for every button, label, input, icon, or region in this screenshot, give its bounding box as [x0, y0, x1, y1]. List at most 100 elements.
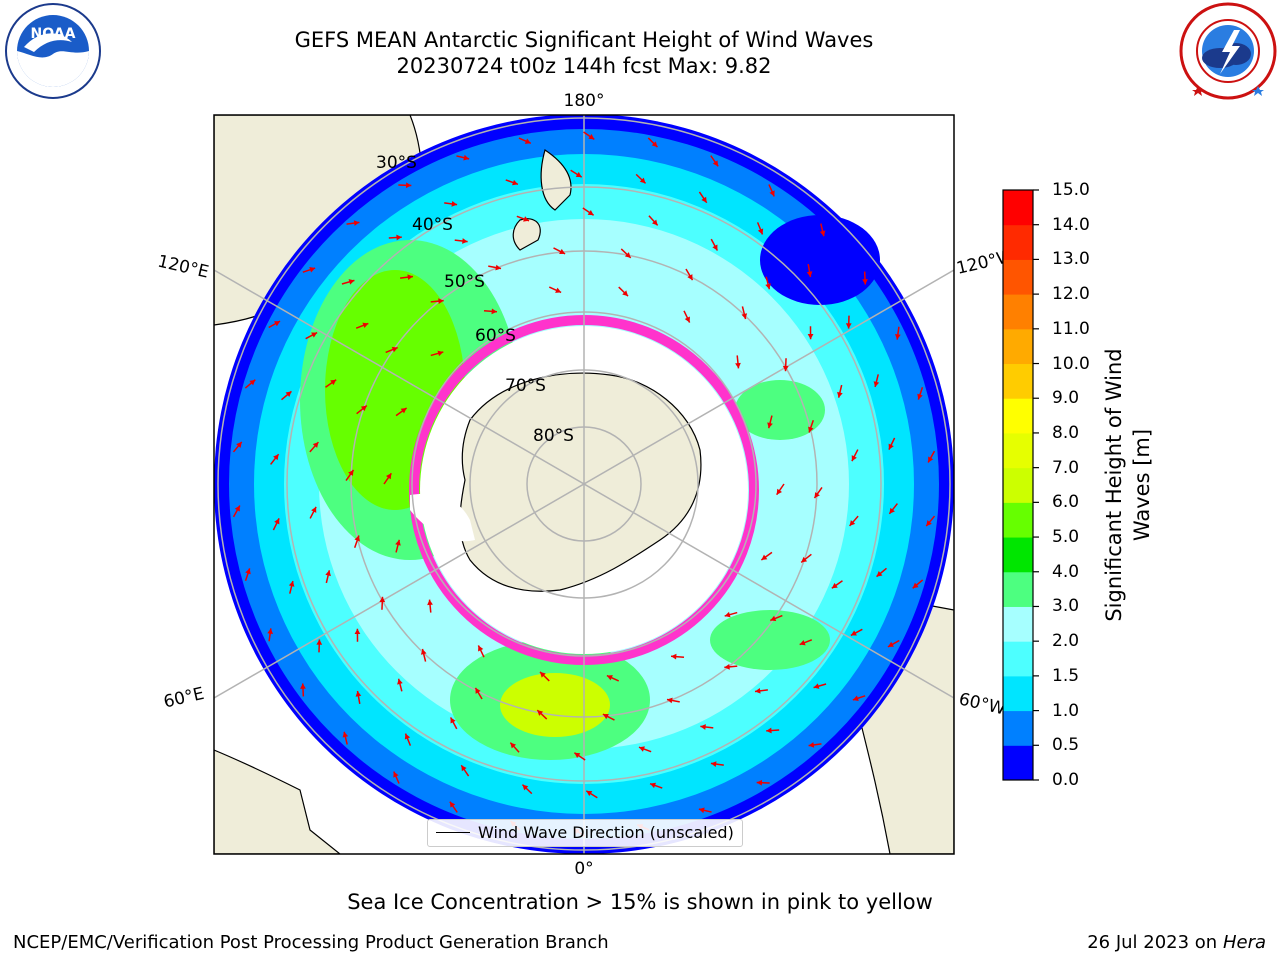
map-frame [213, 114, 955, 855]
lon-label-top: 180° [564, 91, 605, 111]
colorbar-tick-label: 12.0 [1052, 284, 1090, 305]
wave-vector-head [837, 391, 843, 398]
wave-vector-head [651, 141, 658, 148]
wave-vector-head [687, 274, 693, 281]
wave-vector-head [450, 717, 456, 724]
wave-vector-head [342, 731, 349, 738]
wave-vector-head [510, 742, 517, 749]
wave-vector-head [651, 219, 658, 226]
wave-vector-head [234, 505, 240, 512]
colorbar-tick-label: 0.0 [1052, 770, 1080, 790]
lon-label-lower-right: 60°W [957, 689, 1007, 719]
graticule [214, 115, 954, 854]
wave-vector-head [355, 691, 362, 697]
wave-vector-head [754, 687, 761, 694]
wave-vector-head [574, 752, 581, 759]
wave-vector-head [638, 746, 645, 752]
colorbar-swatch [1003, 675, 1033, 712]
wave-vector-head [451, 201, 458, 207]
wave-vector-head [756, 779, 763, 786]
lon-label-lower-left: 60°E [162, 684, 206, 713]
wave-vector-head [806, 271, 813, 277]
lat-label-40: 40°S [412, 215, 453, 235]
wave-vector-head [769, 190, 775, 197]
wave-vector-head [273, 454, 279, 461]
wave-vector-head [461, 765, 467, 772]
lat-label-70: 70°S [505, 376, 546, 396]
wave-vector-head [813, 683, 820, 689]
wave-vector-head [437, 350, 444, 357]
wave-vector-head [495, 264, 502, 271]
colorbar-frame [1002, 189, 1034, 781]
colorbar-swatch [1003, 224, 1033, 260]
colorbar-tick-label: 7.0 [1052, 457, 1080, 478]
wave-vector-head [354, 628, 361, 635]
wave-vector-head [807, 333, 814, 340]
colorbar-swatch [1003, 398, 1033, 434]
wave-vector-head [622, 290, 629, 297]
wave-vector-head [325, 570, 331, 577]
lat-label-30: 30°S [376, 153, 417, 173]
ross-ice-shelf [410, 493, 475, 542]
wave-vector-head [539, 671, 546, 678]
wave-vector-head [602, 713, 609, 720]
colorbar-tick-label: 0.5 [1052, 735, 1080, 756]
colorbar-tick-label: 3.0 [1052, 596, 1080, 617]
colorbar-tick-label: 9.0 [1052, 388, 1080, 409]
wave-patch-northeast [735, 380, 825, 440]
legend-label: Wind Wave Direction (unscaled) [478, 823, 734, 842]
wave-vector-head [873, 381, 880, 387]
legend: Wind Wave Direction (unscaled) [427, 819, 743, 847]
wave-vector-head [808, 426, 814, 433]
wave-vector-head [639, 177, 646, 184]
colorbar-swatch [1003, 190, 1033, 226]
footer-date-text: 26 Jul 2023 on [1087, 932, 1223, 953]
new-zealand-south-land [512, 218, 541, 251]
wave-vector-head [767, 422, 773, 429]
wave-direction-vectors [232, 131, 936, 837]
wave-vector-head [491, 308, 497, 315]
wave-vector-head [395, 539, 401, 546]
wave-vector-head [700, 724, 706, 730]
wave-vector-head [559, 248, 566, 255]
colorbar-label-line1: Significant Height of Wind [1102, 348, 1126, 622]
wave-vector-head [311, 506, 317, 513]
wave-vector-head [712, 160, 719, 167]
wave-vector-head [852, 695, 859, 701]
wave-vector-head [285, 391, 292, 397]
colorbar-tick-label: 15.0 [1052, 180, 1090, 200]
wave-vector-head [684, 316, 690, 323]
wave-vector-head [379, 596, 386, 603]
legend-line-swatch [436, 832, 470, 833]
wave-vector-head [887, 641, 894, 647]
wave-vector-head [348, 469, 354, 476]
wave-vector-head [312, 442, 319, 448]
wave-vector-head [587, 209, 594, 216]
colorbar-tick-label: 4.0 [1052, 561, 1080, 582]
wave-vector-head [831, 582, 838, 589]
wave-vector-head [475, 687, 481, 694]
lat-label-60: 60°S [475, 326, 516, 346]
new-zealand-land [540, 149, 572, 211]
sea-ice-caption: Sea Ice Concentration > 15% is shown in … [347, 890, 933, 914]
wave-vector-head [522, 784, 529, 791]
wave-vector-head [928, 456, 934, 463]
colorbar-tick-label: 2.0 [1052, 631, 1080, 652]
wave-vector-head [420, 648, 427, 655]
wave-vector-head [478, 645, 484, 652]
africa-land [214, 749, 341, 854]
chart-title: GEFS MEAN Antarctic Significant Height o… [294, 28, 874, 52]
lat-label-80: 80°S [533, 426, 574, 446]
wave-vector-head [710, 761, 717, 767]
wave-vector-head [274, 518, 280, 525]
wave-vector-head [701, 196, 707, 203]
wave-vector-head [917, 393, 923, 400]
colorbar-tick-label: 8.0 [1052, 422, 1080, 443]
noaa-logo-icon: NOAA [5, 3, 101, 99]
colorbar-swatch [1003, 294, 1033, 330]
footer-date: 26 Jul 2023 on Hera [1087, 932, 1266, 953]
wave-vector-head [316, 639, 323, 645]
wave-vector-head [606, 675, 613, 681]
wave-vector-head [405, 182, 412, 189]
